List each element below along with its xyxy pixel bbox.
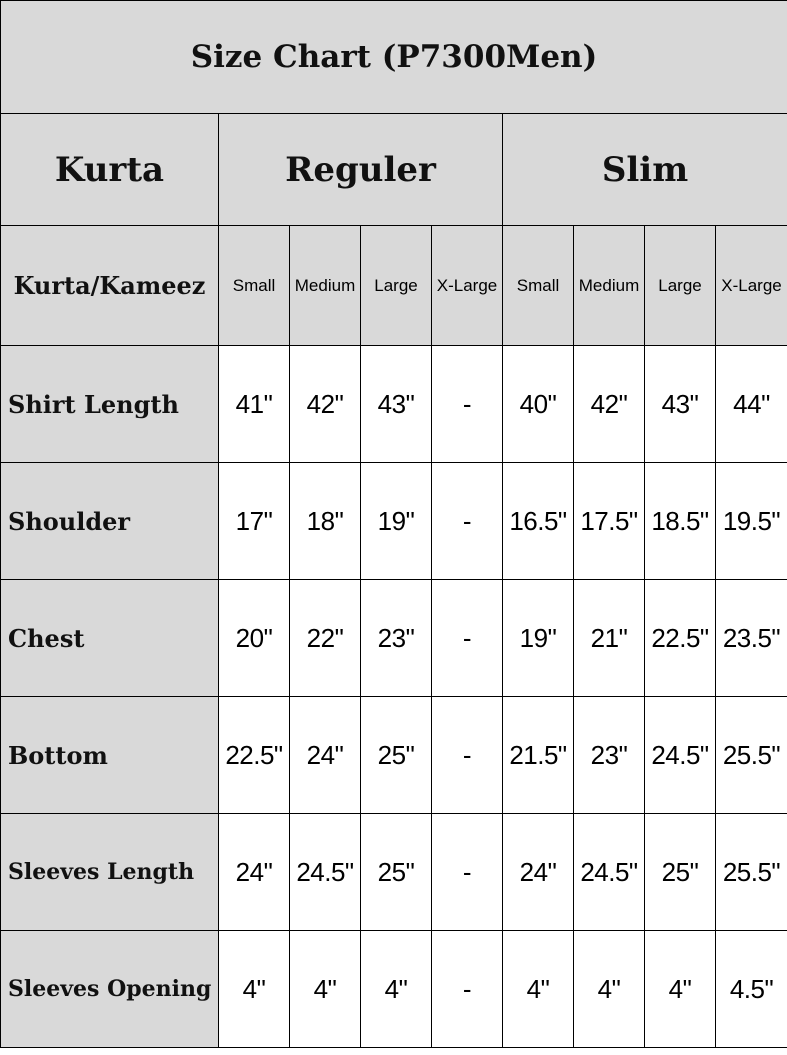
measurement-cell: 4" bbox=[218, 930, 290, 1048]
size-header: Medium bbox=[573, 225, 645, 346]
table-row: Bottom 22.5" 24" 25" -21.5" 23" 24.5" 25.5" bbox=[0, 696, 787, 814]
size-header: X-Large bbox=[431, 225, 503, 346]
table-row: Shirt Length 41" 42" 43" -40" 42" 43" 44" bbox=[0, 345, 787, 463]
measurement-cell: 4" bbox=[360, 930, 432, 1048]
measurement-cell: 18" bbox=[289, 462, 361, 580]
measurement-cell: 42" bbox=[573, 345, 645, 463]
row-label: Shoulder bbox=[0, 462, 219, 580]
measurement-cell: 25" bbox=[360, 696, 432, 814]
size-header: Small bbox=[502, 225, 574, 346]
size-header: Medium bbox=[289, 225, 361, 346]
measurement-cell: 24.5" bbox=[644, 696, 716, 814]
table-row: Shoulder 17" 18" 19" -16.5" 17.5" 18.5" 19.5" bbox=[0, 462, 787, 580]
measurement-cell: 17" bbox=[218, 462, 290, 580]
row-label: Sleeves Opening bbox=[0, 930, 219, 1048]
measurement-cell: 25.5" bbox=[715, 696, 787, 814]
kurta-kameez-label: Kurta/Kameez bbox=[0, 225, 219, 346]
measurement-cell: 24" bbox=[502, 813, 574, 931]
measurement-cell: 25" bbox=[360, 813, 432, 931]
row-label: Shirt Length bbox=[0, 345, 219, 463]
measurement-cell: 41" bbox=[218, 345, 290, 463]
regular-fit-header: Reguler bbox=[218, 113, 503, 226]
kurta-header: Kurta bbox=[0, 113, 219, 226]
measurement-cell: 21.5" bbox=[502, 696, 574, 814]
measurement-cell: 21" bbox=[573, 579, 645, 697]
measurement-cell: 40" bbox=[502, 345, 574, 463]
measurement-cell: 18.5" bbox=[644, 462, 716, 580]
row-label: Sleeves Length bbox=[0, 813, 219, 931]
measurement-cell: 24" bbox=[218, 813, 290, 931]
measurement-cell: 25" bbox=[644, 813, 716, 931]
measurement-cell: 19" bbox=[360, 462, 432, 580]
row-label: Bottom bbox=[0, 696, 219, 814]
measurement-cell: 4" bbox=[502, 930, 574, 1048]
measurement-cell: 20" bbox=[218, 579, 290, 697]
size-header: Small bbox=[218, 225, 290, 346]
chart-title: Size Chart (P7300Men) bbox=[0, 0, 787, 114]
measurement-cell: - bbox=[431, 345, 503, 463]
measurement-cell: 23" bbox=[360, 579, 432, 697]
measurement-cell: - bbox=[431, 696, 503, 814]
table-row: Sleeves Length 24" 24.5" 25" -24" 24.5" 25" 25.… bbox=[0, 813, 787, 931]
row-label: Chest bbox=[0, 579, 219, 697]
size-header: Large bbox=[644, 225, 716, 346]
measurement-cell: 24" bbox=[289, 696, 361, 814]
measurement-cell: 24.5" bbox=[289, 813, 361, 931]
measurement-cell: 19" bbox=[502, 579, 574, 697]
measurement-cell: 22" bbox=[289, 579, 361, 697]
size-header: X-Large bbox=[715, 225, 787, 346]
measurement-cell: 43" bbox=[644, 345, 716, 463]
measurement-cell: 43" bbox=[360, 345, 432, 463]
measurement-cell: 23" bbox=[573, 696, 645, 814]
measurement-cell: 44" bbox=[715, 345, 787, 463]
measurement-cell: 4" bbox=[644, 930, 716, 1048]
table-row: Sleeves Opening 4" 4" 4" -4" 4" 4" 4.5" bbox=[0, 930, 787, 1048]
measurement-cell: 4.5" bbox=[715, 930, 787, 1048]
measurement-cell: 42" bbox=[289, 345, 361, 463]
measurement-cell: 22.5" bbox=[218, 696, 290, 814]
slim-fit-header: Slim bbox=[502, 113, 787, 226]
measurement-cell: 24.5" bbox=[573, 813, 645, 931]
measurement-cell: - bbox=[431, 579, 503, 697]
measurement-cell: 19.5" bbox=[715, 462, 787, 580]
table-row: Chest 20" 22" 23" -19" 21" 22.5" 23.5" bbox=[0, 579, 787, 697]
measurement-cell: - bbox=[431, 930, 503, 1048]
size-header: Large bbox=[360, 225, 432, 346]
measurement-cell: 4" bbox=[289, 930, 361, 1048]
measurement-cell: 22.5" bbox=[644, 579, 716, 697]
measurement-cell: 23.5" bbox=[715, 579, 787, 697]
measurement-cell: 16.5" bbox=[502, 462, 574, 580]
measurement-cell: - bbox=[431, 462, 503, 580]
measurement-cell: 25.5" bbox=[715, 813, 787, 931]
measurement-cell: 17.5" bbox=[573, 462, 645, 580]
measurement-cell: - bbox=[431, 813, 503, 931]
measurement-cell: 4" bbox=[573, 930, 645, 1048]
